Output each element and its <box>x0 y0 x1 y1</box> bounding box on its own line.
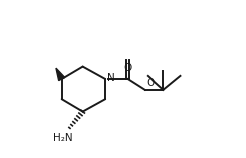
Text: N: N <box>107 73 114 83</box>
Polygon shape <box>56 68 65 81</box>
Text: O: O <box>146 78 154 88</box>
Text: H₂N: H₂N <box>53 133 73 143</box>
Text: O: O <box>123 63 132 73</box>
